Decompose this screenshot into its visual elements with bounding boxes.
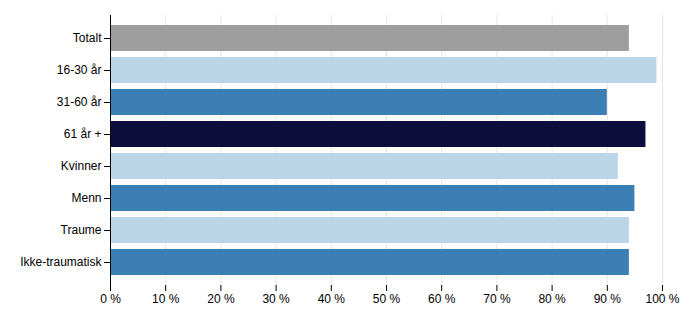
svg-text:0 %: 0 % [100,292,121,306]
svg-text:50 %: 50 % [373,292,401,306]
svg-text:80 %: 80 % [538,292,566,306]
svg-text:31-60 år: 31-60 år [57,95,102,109]
svg-text:61 år +: 61 år + [64,127,102,141]
svg-text:70 %: 70 % [483,292,511,306]
svg-text:Ikke-traumatisk: Ikke-traumatisk [20,255,102,269]
svg-text:16-30 år: 16-30 år [57,63,102,77]
svg-text:Kvinner: Kvinner [61,159,102,173]
svg-text:Totalt: Totalt [73,31,102,45]
svg-text:40 %: 40 % [318,292,346,306]
svg-text:60 %: 60 % [428,292,456,306]
svg-text:Menn: Menn [71,191,101,205]
svg-text:20 %: 20 % [207,292,235,306]
svg-text:30 %: 30 % [262,292,290,306]
svg-text:90 %: 90 % [594,292,622,306]
svg-text:Traume: Traume [61,223,102,237]
svg-text:10 %: 10 % [152,292,180,306]
svg-text:100 %: 100 % [645,292,679,306]
